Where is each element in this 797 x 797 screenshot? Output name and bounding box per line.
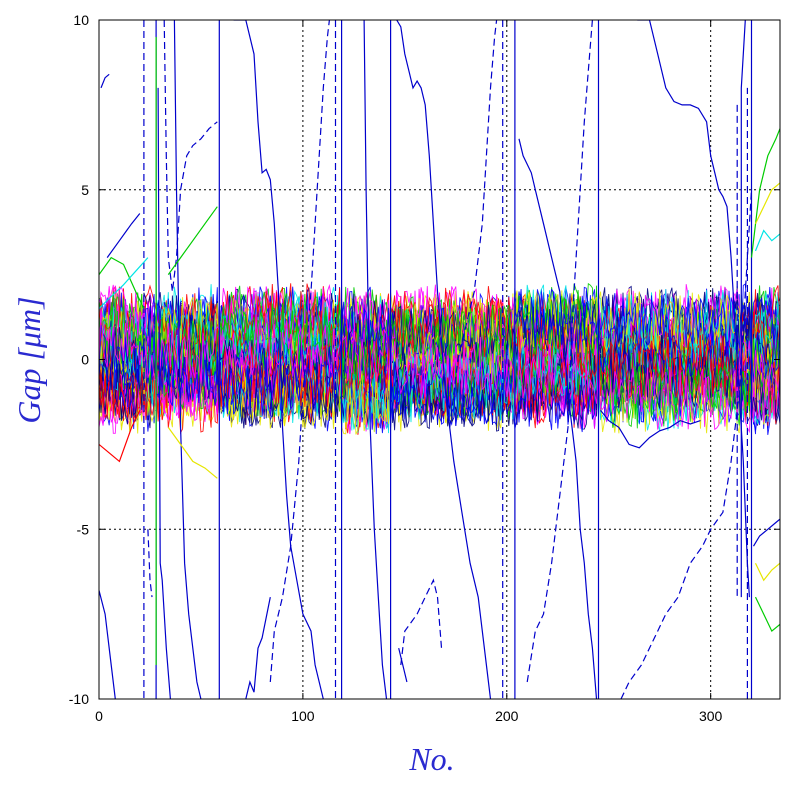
noise-trace <box>99 307 780 431</box>
gridlines <box>99 20 780 699</box>
series-layer <box>99 20 780 699</box>
series-line-7 <box>233 20 324 699</box>
series-line-38 <box>754 562 780 582</box>
series-line-18 <box>637 20 750 598</box>
y-tick-label-10: 10 <box>73 12 89 28</box>
series-line-8 <box>245 596 271 699</box>
x-axis-title: No. <box>408 741 454 777</box>
series-line-5 <box>173 20 202 699</box>
series-line-4 <box>157 87 171 699</box>
series-line-42 <box>99 256 145 309</box>
x-tick-label-0: 0 <box>95 708 103 724</box>
series-line-25 <box>269 20 330 683</box>
y-tick-label--5: -5 <box>77 521 90 537</box>
y-tick-label--10: -10 <box>69 691 89 707</box>
series-line-19 <box>740 20 746 598</box>
x-tick-label-100: 100 <box>291 708 315 724</box>
noise-trace <box>99 288 780 420</box>
series-line-15 <box>518 138 598 699</box>
series-line-13 <box>398 647 408 683</box>
series-line-2 <box>100 73 110 89</box>
series-line-28 <box>449 20 498 428</box>
series-line-17 <box>600 410 701 449</box>
noise-trace <box>99 291 780 429</box>
series-line-21 <box>752 518 780 547</box>
series-line-37 <box>754 182 780 224</box>
series-line-35 <box>750 128 780 258</box>
series-line-30 <box>526 20 593 683</box>
series-line-39 <box>754 229 780 252</box>
y-tick-label-5: 5 <box>81 182 89 198</box>
tick-marks: 0 100 200 300 -10 -5 0 5 10 <box>69 12 780 724</box>
series-line-10 <box>363 20 388 699</box>
series-line-23 <box>147 529 153 598</box>
series-line-43 <box>167 206 218 275</box>
y-axis-title: Gap [μm] <box>11 296 47 423</box>
series-line-1 <box>99 590 116 699</box>
series-line-31 <box>620 189 753 699</box>
x-tick-label-300: 300 <box>699 708 723 724</box>
x-tick-label-200: 200 <box>495 708 519 724</box>
series-line-24 <box>163 20 218 292</box>
series-line-36 <box>754 596 780 633</box>
noise-trace <box>99 286 780 410</box>
series-line-41 <box>99 410 141 463</box>
series-line-27 <box>400 578 443 666</box>
y-tick-label-0: 0 <box>81 352 89 368</box>
series-line-40 <box>167 427 218 479</box>
series-line-44 <box>99 257 149 310</box>
series-line-12 <box>396 20 492 699</box>
series-line-45 <box>106 213 141 258</box>
